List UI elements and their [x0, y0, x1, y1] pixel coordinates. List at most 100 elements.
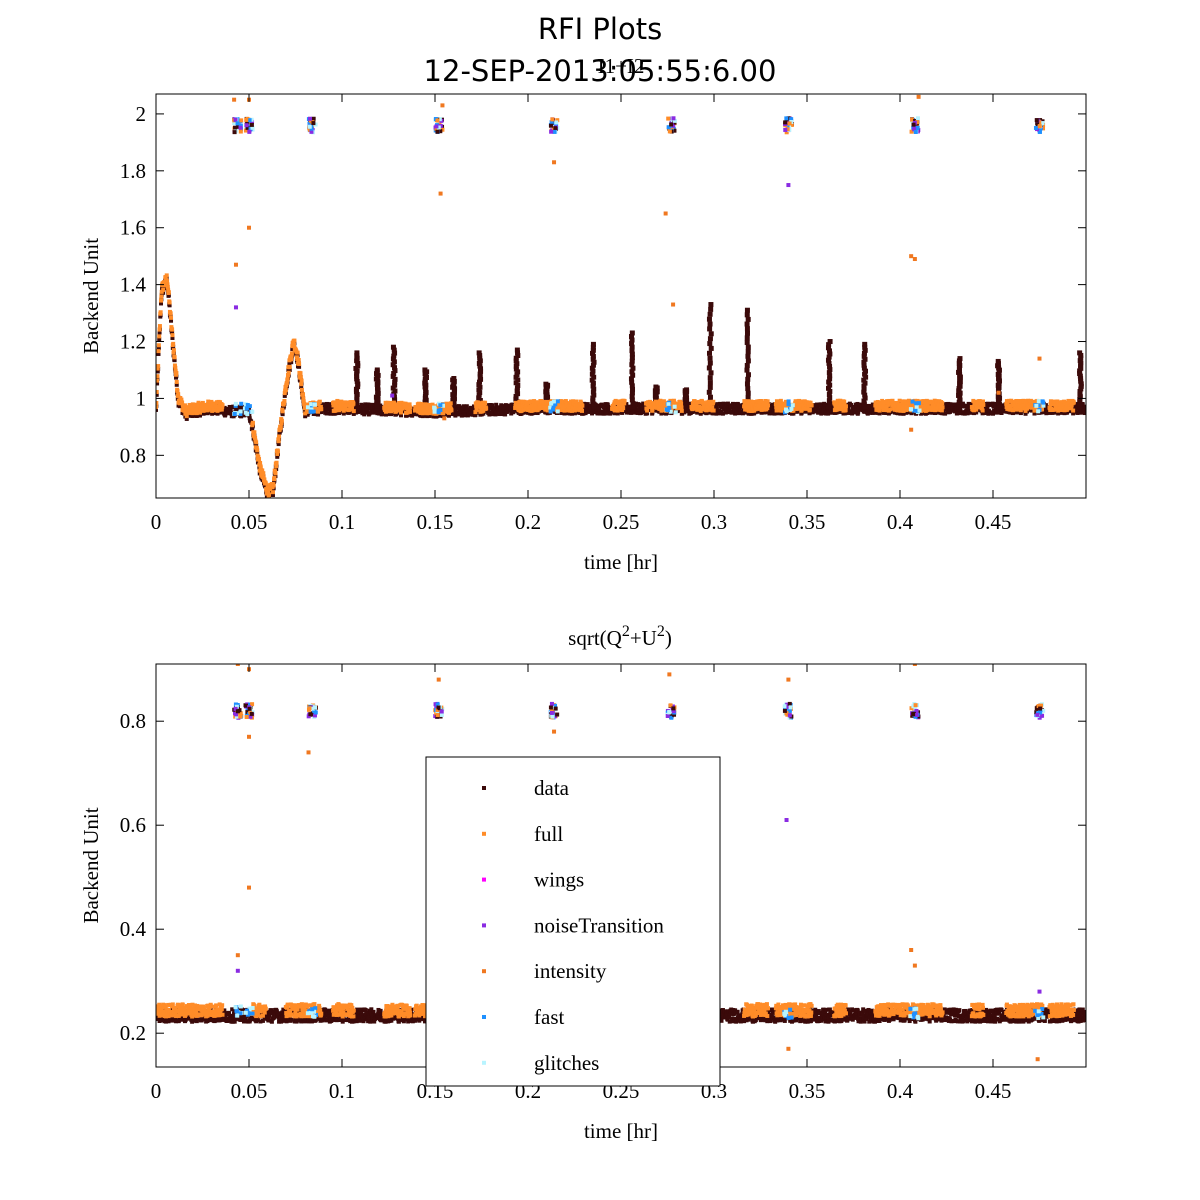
spike-point: [745, 390, 751, 396]
spike-point: [476, 382, 482, 388]
cluster-point: [437, 117, 442, 122]
cluster-point: [232, 130, 237, 135]
spike-point: [744, 381, 750, 387]
spike-point: [514, 372, 520, 378]
full-point: [751, 399, 756, 404]
data-point: [228, 408, 233, 413]
cluster-point: [245, 120, 250, 125]
data-point: [829, 410, 834, 415]
full-point: [799, 408, 804, 413]
spike-point: [354, 371, 360, 377]
spike-point: [862, 371, 868, 377]
full-point: [220, 405, 225, 410]
spike-point: [995, 358, 1001, 364]
data-point: [592, 409, 597, 414]
spike-point: [590, 341, 596, 347]
spike-point: [478, 368, 484, 374]
full-point: [895, 408, 900, 413]
full-point: [286, 370, 291, 375]
data-point: [686, 401, 691, 406]
spike-point: [862, 344, 868, 350]
full-point: [670, 402, 675, 407]
full-point: [1026, 405, 1031, 410]
full-point: [316, 409, 321, 414]
full-point: [298, 371, 303, 376]
cluster-point: [438, 129, 443, 134]
data-point: [156, 381, 160, 386]
full-point: [533, 408, 538, 413]
spike-point: [863, 374, 869, 380]
flag-point: [438, 403, 443, 408]
spike-point: [1078, 381, 1084, 387]
outlier-point: [440, 103, 445, 108]
spike-point: [1077, 404, 1083, 410]
flag-point: [914, 401, 919, 406]
spike-point: [826, 391, 832, 397]
cluster-point: [233, 117, 238, 122]
flag-point: [911, 408, 916, 413]
data-point: [807, 410, 812, 415]
full-point: [579, 405, 584, 410]
full-point: [257, 468, 262, 473]
spike-point: [590, 383, 596, 389]
full-point: [301, 392, 306, 397]
full-point: [755, 406, 760, 411]
spike-point: [827, 351, 833, 357]
flag-point: [915, 408, 920, 413]
data-point: [316, 412, 321, 417]
spike-point: [354, 397, 360, 403]
full-point: [1051, 407, 1056, 412]
data-point: [463, 412, 468, 417]
full-point: [408, 405, 413, 410]
spike-point: [708, 306, 714, 312]
data-point: [919, 410, 924, 415]
spike-point: [590, 350, 596, 356]
cluster-point: [435, 129, 440, 134]
spike-point: [590, 344, 596, 350]
full-point: [167, 300, 172, 305]
full-point: [1007, 398, 1012, 403]
full-point: [1009, 398, 1014, 403]
data-point: [993, 401, 998, 406]
full-point: [797, 402, 802, 407]
data-point: [170, 335, 175, 340]
cluster-point: [915, 126, 920, 131]
data-point: [1080, 402, 1085, 407]
flag-point: [309, 402, 314, 407]
spike-point: [513, 358, 519, 364]
full-point: [925, 403, 930, 408]
data-point: [222, 405, 227, 410]
full-point: [809, 403, 814, 408]
spike-point: [354, 352, 360, 358]
full-point: [936, 407, 941, 412]
spike-point: [827, 388, 833, 394]
full-point: [749, 400, 754, 405]
spike-point: [477, 374, 483, 380]
data-point: [329, 410, 334, 415]
spike-point: [825, 345, 831, 351]
cluster-point: [1037, 120, 1042, 125]
flag-point: [555, 399, 560, 404]
full-point: [299, 378, 304, 383]
spike-point: [827, 376, 833, 382]
spike-point: [826, 398, 832, 404]
flag-series-points: [232, 94, 1046, 432]
outlier-point: [912, 257, 917, 262]
spike-point: [861, 401, 867, 407]
data-point: [276, 442, 281, 447]
spike-point: [355, 360, 361, 366]
cluster-point: [553, 126, 558, 131]
spike-point: [861, 398, 867, 404]
spike-point: [590, 353, 596, 359]
data-point: [615, 411, 620, 416]
spike-point: [590, 380, 596, 386]
full-point: [289, 357, 294, 362]
spike-point: [354, 358, 360, 364]
flag-point: [305, 405, 310, 410]
full-point: [420, 402, 425, 407]
data-point: [958, 407, 963, 412]
data-point: [327, 405, 332, 410]
data-point: [791, 411, 796, 416]
full-point: [275, 451, 280, 456]
